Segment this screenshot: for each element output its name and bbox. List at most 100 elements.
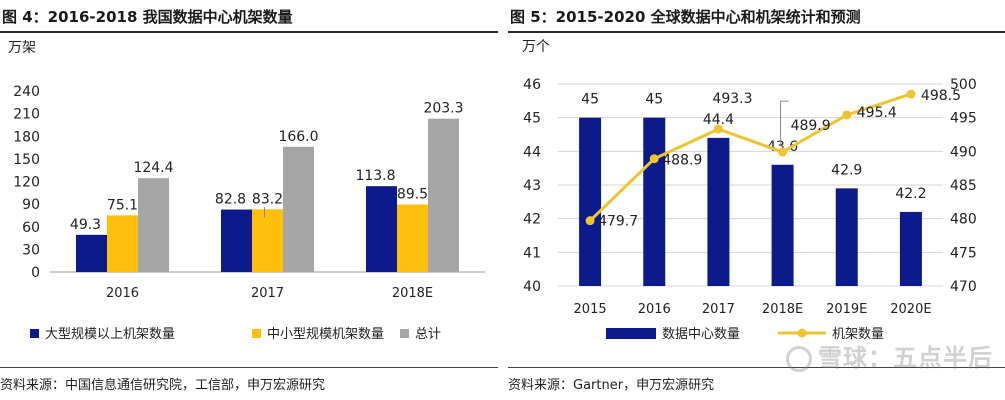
bar	[579, 117, 602, 287]
y-tick-label: 210	[13, 107, 40, 123]
right-unit-label: 万个	[522, 39, 550, 55]
left-source-note: 资料来源：中国信息通信研究院，工信部，申万宏源研究	[0, 378, 326, 393]
bar	[899, 211, 922, 286]
left-figure-title: 图 4：2016-2018 我国数据中心机架数量	[2, 8, 293, 26]
bar	[643, 117, 666, 287]
watermark-text: 雪球：五点半后	[818, 344, 993, 372]
x-tick-label: 2016	[106, 286, 139, 301]
legend-label: 总计	[415, 327, 441, 342]
legend-label: 大型规模以上机架数量	[45, 327, 175, 342]
bar-data-label: 44.4	[703, 112, 734, 128]
bar	[397, 204, 428, 272]
left-unit-label: 万架	[8, 40, 36, 56]
line-data-label: 479.7	[598, 214, 638, 230]
data-label: 113.8	[355, 168, 395, 184]
right-y-tick-label: 470	[950, 279, 977, 295]
left-y-tick-label: 44	[523, 144, 541, 160]
line-point	[649, 154, 659, 164]
y-tick-label: 0	[31, 265, 40, 281]
data-label: 49.3	[70, 217, 101, 233]
data-label: 89.5	[397, 187, 428, 203]
right-y-tick-label: 490	[950, 144, 977, 160]
line-point	[778, 147, 788, 157]
legend-label: 数据中心数量	[662, 327, 740, 342]
legend-swatch	[30, 329, 39, 338]
right-figure-panel: 图 5：2015-2020 全球数据中心和机架统计和预测 万个 40 41 42 43 4…	[508, 0, 1005, 400]
bar	[707, 137, 730, 286]
right-source-note: 资料来源：Gartner，申万宏源研究	[508, 378, 715, 393]
legend-label: 中小型规模机架数量	[267, 327, 384, 342]
right-y-tick-label: 475	[950, 245, 977, 261]
bar	[366, 186, 397, 272]
left-y-tick-label: 42	[523, 212, 541, 228]
data-label: 166.0	[278, 129, 318, 145]
x-tick-label: 2020E	[890, 302, 931, 317]
left-title-rule	[0, 31, 498, 33]
data-label: 75.1	[107, 197, 138, 213]
x-tick-label: 2018E	[762, 302, 803, 317]
bar	[835, 188, 858, 286]
x-tick-label: 2019E	[826, 302, 867, 317]
right-y-tick-label: 500	[950, 77, 977, 93]
bar	[221, 209, 252, 272]
bar	[428, 118, 459, 272]
bar-data-label: 42.2	[895, 186, 926, 202]
line-point	[842, 110, 852, 120]
y-tick-label: 120	[13, 175, 40, 191]
data-label: 83.2	[252, 191, 283, 207]
y-tick-label: 150	[13, 152, 40, 168]
x-tick-label: 2017	[251, 286, 284, 301]
line-data-label: 493.3	[712, 91, 752, 107]
bar-data-label: 45	[645, 92, 663, 108]
x-tick-label: 2015	[574, 302, 607, 317]
right-y-tick-label: 480	[950, 212, 977, 228]
bar-data-label: 42.9	[831, 162, 862, 178]
y-tick-label: 240	[13, 84, 40, 100]
legend-swatch	[252, 329, 261, 338]
y-tick-label: 90	[22, 197, 40, 213]
line-data-label: 495.4	[857, 105, 897, 121]
bar	[76, 234, 107, 272]
right-y-tick-label: 485	[950, 178, 977, 194]
x-tick-label: 2018E	[392, 286, 433, 301]
bar	[252, 209, 283, 272]
x-tick-label: 2016	[638, 302, 671, 317]
left-figure-panel: 图 4：2016-2018 我国数据中心机架数量 万架 0 30 60 90 120 150…	[0, 0, 498, 400]
legend-swatch	[400, 329, 409, 338]
right-y-tick-label: 495	[950, 111, 977, 127]
line-point	[906, 89, 916, 99]
bar	[283, 146, 314, 272]
legend-swatch-bar	[606, 328, 656, 339]
datacenter-forecast-combo-chart: 万个 40 41 42 43 44 45 46 470 475 480 485 490 495 500 201…	[522, 39, 977, 342]
line-data-label: 498.5	[921, 88, 961, 104]
right-title-rule	[508, 31, 1005, 33]
legend-label: 机架数量	[832, 327, 884, 342]
y-tick-label: 30	[22, 242, 40, 258]
data-label: 82.8	[215, 192, 246, 208]
bar	[771, 164, 794, 286]
data-label: 124.4	[133, 160, 173, 176]
label-leader-line	[780, 100, 789, 147]
left-y-tick-label: 46	[523, 77, 541, 93]
right-source-rule	[508, 367, 1005, 368]
line-point	[585, 216, 595, 226]
left-source-rule	[0, 367, 498, 368]
right-figure-title: 图 5：2015-2020 全球数据中心和机架统计和预测	[510, 8, 861, 26]
rack-count-bar-chart: 万架 0 30 60 90 120 150 180 210 240 2016 49.3 75.1 124.…	[8, 40, 485, 342]
line-point	[713, 124, 723, 134]
legend-swatch-marker	[797, 328, 807, 338]
y-tick-label: 180	[13, 129, 40, 145]
series-line	[589, 92, 912, 222]
left-y-tick-label: 40	[523, 279, 541, 295]
bar-data-label: 45	[581, 92, 599, 108]
data-label: 203.3	[423, 101, 463, 117]
line-data-label: 488.9	[662, 153, 702, 169]
left-y-tick-label: 45	[523, 111, 541, 127]
watermark: 雪球：五点半后	[786, 338, 993, 373]
bar	[107, 215, 138, 272]
left-y-tick-label: 41	[523, 245, 541, 261]
left-y-tick-label: 43	[523, 178, 541, 194]
snowball-logo-icon	[786, 346, 812, 372]
y-tick-label: 60	[22, 220, 40, 236]
line-data-label: 489.9	[791, 118, 831, 134]
